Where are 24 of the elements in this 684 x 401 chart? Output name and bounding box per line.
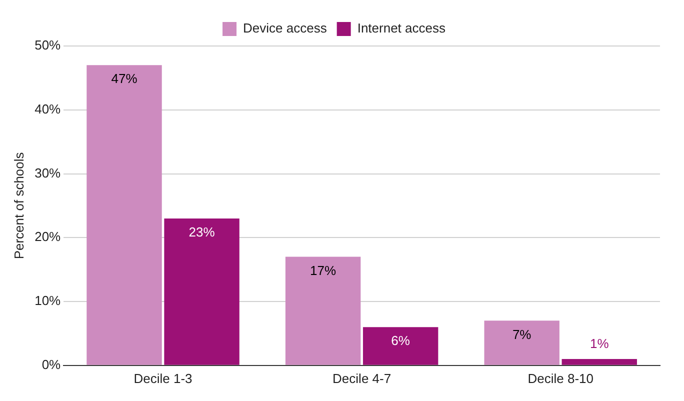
data-label: 7% — [512, 326, 532, 342]
y-tick-label: 0% — [42, 356, 62, 372]
legend-label: Device access — [243, 20, 328, 36]
legend-label: Internet access — [357, 20, 446, 36]
y-tick-label: 10% — [34, 293, 62, 308]
data-label: 6% — [391, 333, 410, 348]
y-tick-label: 40% — [34, 101, 62, 116]
x-tick-label: Decile 4-7 — [332, 370, 392, 386]
bar — [164, 218, 240, 365]
x-tick-label: Decile 1-3 — [134, 370, 192, 386]
y-tick-label: 20% — [34, 229, 62, 244]
bar — [86, 65, 162, 365]
bar — [562, 359, 637, 365]
x-tick-label: Decile 8-10 — [528, 370, 594, 386]
data-label: 1% — [590, 336, 610, 352]
data-label: 47% — [111, 71, 138, 86]
y-tick-label: 50% — [34, 38, 62, 53]
y-axis-title: Percent of schools — [11, 152, 26, 260]
data-label: 23% — [188, 224, 216, 240]
bar — [362, 327, 438, 365]
bar — [285, 256, 361, 365]
y-tick-label: 30% — [34, 165, 62, 180]
data-label: 17% — [310, 262, 336, 278]
bar — [484, 320, 560, 365]
